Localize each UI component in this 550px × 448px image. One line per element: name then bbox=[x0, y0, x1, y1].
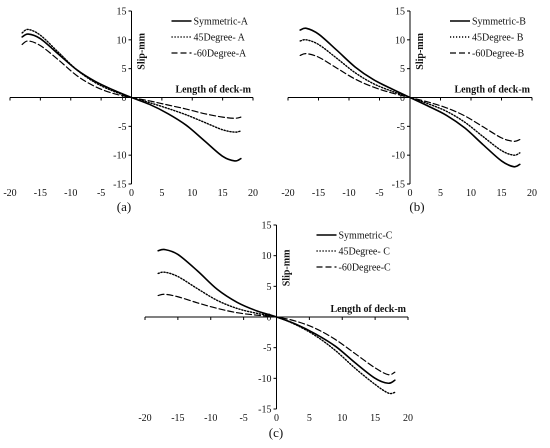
legend-label: 45Degree- B bbox=[472, 33, 524, 44]
x-tick-label: -15 bbox=[34, 188, 47, 199]
series-line-3 bbox=[157, 293, 396, 376]
y-tick-label: 15 bbox=[395, 7, 405, 18]
legend-label: -60Degree-A bbox=[194, 49, 248, 60]
x-tick-label: 0 bbox=[274, 413, 279, 424]
x-tick-label: 0 bbox=[408, 188, 413, 199]
legend-label: -60Degree-C bbox=[339, 263, 392, 274]
x-tick-label: 10 bbox=[466, 188, 476, 199]
panel-caption: (b) bbox=[409, 199, 424, 214]
x-axis-label: Length of deck-m bbox=[175, 85, 251, 96]
y-tick-label: -10 bbox=[258, 374, 271, 385]
x-tick-label: 5 bbox=[159, 188, 164, 199]
x-tick-label: -20 bbox=[281, 188, 294, 199]
x-tick-label: 15 bbox=[370, 413, 380, 424]
x-tick-label: 20 bbox=[527, 188, 537, 199]
x-tick-label: -5 bbox=[239, 413, 247, 424]
y-tick-label: -15 bbox=[258, 405, 271, 416]
y-tick-label: -15 bbox=[113, 180, 126, 191]
x-tick-label: 20 bbox=[403, 413, 413, 424]
panel-caption: (c) bbox=[269, 425, 283, 440]
x-tick-label: -15 bbox=[312, 188, 325, 199]
x-tick-label: -5 bbox=[97, 188, 105, 199]
x-tick-label: -10 bbox=[342, 188, 355, 199]
y-tick-label: -5 bbox=[397, 122, 405, 133]
x-tick-label: -20 bbox=[3, 188, 16, 199]
x-tick-label: 15 bbox=[218, 188, 228, 199]
series-line-3 bbox=[21, 40, 242, 119]
legend-label: -60Degree-B bbox=[472, 49, 525, 60]
y-tick-label: 0 bbox=[267, 313, 272, 324]
legend-label: 45Degree- A bbox=[194, 33, 246, 44]
y-tick-label: -10 bbox=[392, 151, 405, 162]
legend-label: Symmetric-B bbox=[472, 17, 526, 28]
legend-label: Symmetric-C bbox=[339, 231, 393, 242]
chart-panel: -20 -15 -10 -5 0 5 10 15 20 -15 -10 -5 0 5 10 15 Length … bbox=[138, 221, 413, 441]
x-tick-label: 10 bbox=[337, 413, 347, 424]
x-axis-label: Length of deck-m bbox=[454, 85, 530, 96]
series-line-3 bbox=[299, 53, 521, 142]
y-axis-label: Slip-mm bbox=[415, 32, 426, 69]
x-tick-label: -15 bbox=[171, 413, 184, 424]
x-tick-label: 20 bbox=[248, 188, 258, 199]
x-tick-label: 10 bbox=[187, 188, 197, 199]
x-tick-label: 15 bbox=[497, 188, 507, 199]
chart-panel: -20 -15 -10 -5 0 5 10 15 20 -15 -10 -5 0 5 10 15 Length … bbox=[281, 7, 537, 215]
x-tick-label: 5 bbox=[438, 188, 443, 199]
legend-label: 45Degree- C bbox=[339, 247, 391, 258]
legend-label: Symmetric-A bbox=[194, 17, 249, 28]
y-tick-label: 10 bbox=[117, 35, 127, 46]
y-tick-label: 5 bbox=[267, 282, 272, 293]
x-tick-label: -5 bbox=[375, 188, 383, 199]
y-axis-label: Slip-mm bbox=[137, 32, 148, 69]
chart-panel: -20 -15 -10 -5 0 5 10 15 20 -15 -10 -5 0 5 10 15 Length … bbox=[3, 7, 258, 215]
x-tick-label: -10 bbox=[64, 188, 77, 199]
x-tick-label: 0 bbox=[129, 188, 134, 199]
y-axis-label: Slip-mm bbox=[282, 249, 293, 286]
panel-caption: (a) bbox=[117, 199, 131, 214]
x-tick-label: -20 bbox=[138, 413, 151, 424]
y-tick-label: -15 bbox=[392, 180, 405, 191]
x-tick-label: -10 bbox=[204, 413, 217, 424]
y-tick-label: 5 bbox=[400, 64, 405, 75]
y-tick-label: 0 bbox=[400, 93, 405, 104]
y-tick-label: 10 bbox=[262, 251, 272, 262]
x-axis-label: Length of deck-m bbox=[330, 304, 406, 315]
y-tick-label: 0 bbox=[122, 93, 127, 104]
y-tick-label: -5 bbox=[263, 343, 271, 354]
y-tick-label: 15 bbox=[117, 7, 127, 18]
y-tick-label: 10 bbox=[395, 35, 405, 46]
y-tick-label: -10 bbox=[113, 151, 126, 162]
y-tick-label: -5 bbox=[118, 122, 126, 133]
x-tick-label: 5 bbox=[307, 413, 312, 424]
y-tick-label: 5 bbox=[122, 64, 127, 75]
y-tick-label: 15 bbox=[262, 221, 272, 232]
